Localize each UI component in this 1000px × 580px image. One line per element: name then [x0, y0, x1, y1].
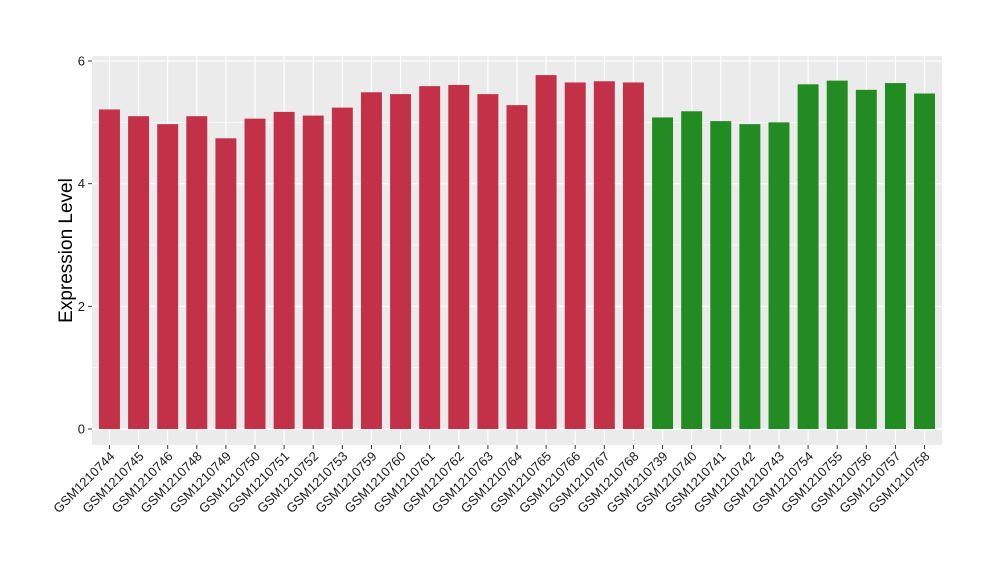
bar — [652, 117, 674, 429]
y-tick-label: 6 — [78, 54, 85, 69]
bar — [535, 75, 557, 430]
bar — [681, 111, 703, 429]
bar — [768, 122, 790, 429]
bar — [98, 109, 120, 429]
bar — [564, 82, 586, 429]
bar — [419, 86, 441, 429]
y-tick-label: 2 — [78, 299, 85, 314]
bar — [855, 89, 877, 430]
bar — [302, 115, 324, 429]
bar — [186, 116, 208, 429]
bar — [914, 93, 936, 430]
bar — [622, 82, 644, 429]
bars — [98, 75, 936, 430]
bar — [244, 118, 266, 430]
bar — [273, 111, 295, 429]
bar — [331, 107, 353, 429]
bar — [506, 105, 528, 429]
bar — [593, 81, 615, 430]
y-tick-label: 0 — [78, 422, 85, 437]
y-tick-label: 4 — [78, 176, 85, 191]
bar — [884, 83, 906, 429]
bar — [826, 80, 848, 430]
bar — [739, 124, 761, 429]
bar — [390, 94, 412, 430]
bar — [128, 116, 150, 429]
bar — [215, 138, 237, 429]
bar — [710, 121, 732, 430]
y-axis: 0 2 4 6 — [78, 54, 92, 437]
y-axis-title: Expression Level — [56, 178, 77, 323]
bar — [477, 94, 499, 430]
bar — [360, 92, 382, 429]
bar — [797, 84, 819, 429]
x-axis: GSM1210744GSM1210745GSM1210746GSM1210748… — [50, 445, 933, 516]
bar — [448, 84, 470, 430]
bar — [157, 124, 179, 429]
